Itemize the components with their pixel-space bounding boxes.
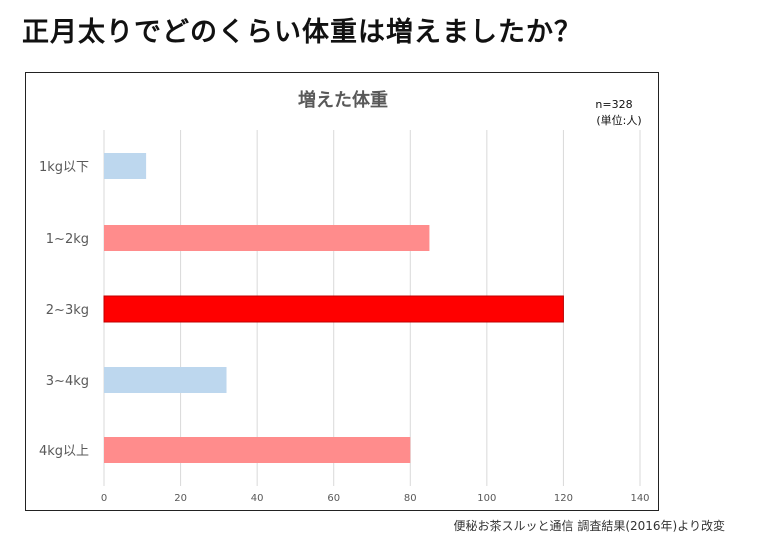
page-title: 正月太りでどのくらい体重は増えましたか？ [22, 17, 582, 48]
source-note: 便秘お茶スルッと通信 調査結果(2016年)より改変 [453, 519, 725, 533]
category-label: 1~2kg [46, 232, 89, 247]
category-label: 3~4kg [46, 374, 89, 389]
bar-1kg以下 [104, 153, 147, 179]
x-tick-label: 140 [630, 493, 649, 504]
x-tick-label: 120 [554, 493, 573, 504]
x-tick-label: 60 [327, 493, 340, 504]
x-tick-label: 100 [477, 493, 496, 504]
bar-2~3kg [103, 295, 564, 323]
x-tick-label: 40 [251, 493, 264, 504]
category-label: 2~3kg [46, 303, 89, 318]
bar-1~2kg [104, 225, 430, 251]
sample-size-label: n=328 [595, 98, 632, 111]
bar-3~4kg [104, 367, 227, 393]
chart-title: 増えた体重 [298, 89, 388, 111]
x-tick-label: 0 [101, 493, 107, 504]
bar-4kg以上 [104, 437, 411, 463]
x-tick-label: 80 [404, 493, 417, 504]
unit-label: (単位:人) [596, 113, 641, 127]
x-tick-label: 20 [174, 493, 187, 504]
category-label: 4kg以上 [39, 444, 89, 459]
chart-frame [25, 72, 659, 511]
category-label: 1kg以下 [39, 160, 89, 175]
